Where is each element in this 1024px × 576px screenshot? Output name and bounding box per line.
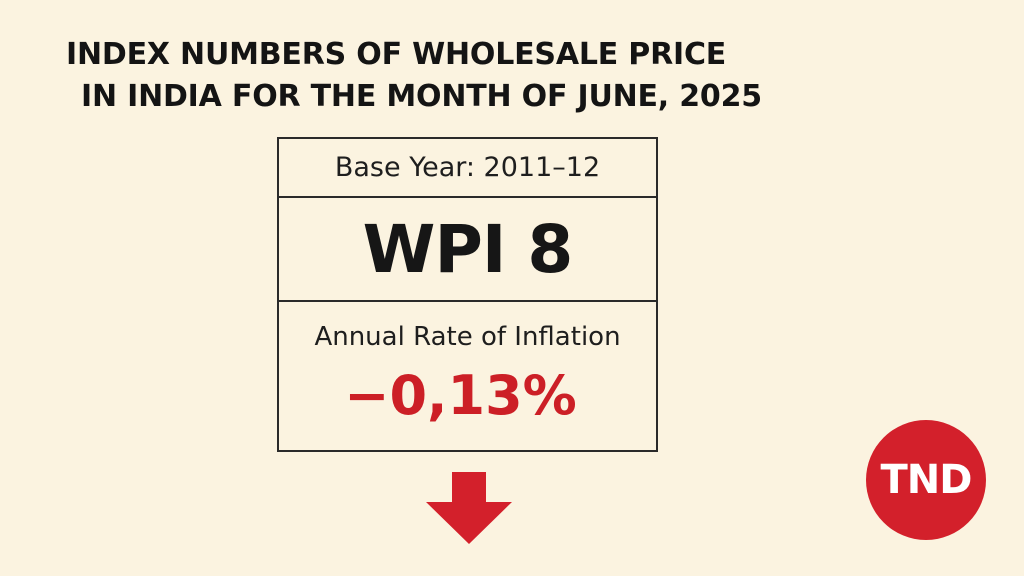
headline-line-1: INDEX NUMBERS OF WHOLESALE PRICE [66,37,727,72]
base-year-row: Base Year: 2011–12 [279,139,656,198]
wpi-info-card: Base Year: 2011–12 WPI 8 Annual Rate of … [277,137,658,452]
wpi-row: WPI 8 [279,198,656,302]
inflation-value: −0,13% [344,364,577,427]
logo-text: TND [880,457,973,503]
tnd-logo: TND [866,420,986,540]
down-arrow-icon [426,472,512,544]
headline-line-2: IN INDIA FOR THE MONTH OF JUNE, 2025 [81,79,762,114]
base-year-text: Base Year: 2011–12 [334,152,601,183]
wpi-value: WPI 8 [362,210,574,288]
inflation-row: Annual Rate of Inflation −0,13% [279,302,656,450]
headline: INDEX NUMBERS OF WHOLESALE PRICE IN INDI… [40,34,920,118]
inflation-label: Annual Rate of Inflation [314,322,621,352]
